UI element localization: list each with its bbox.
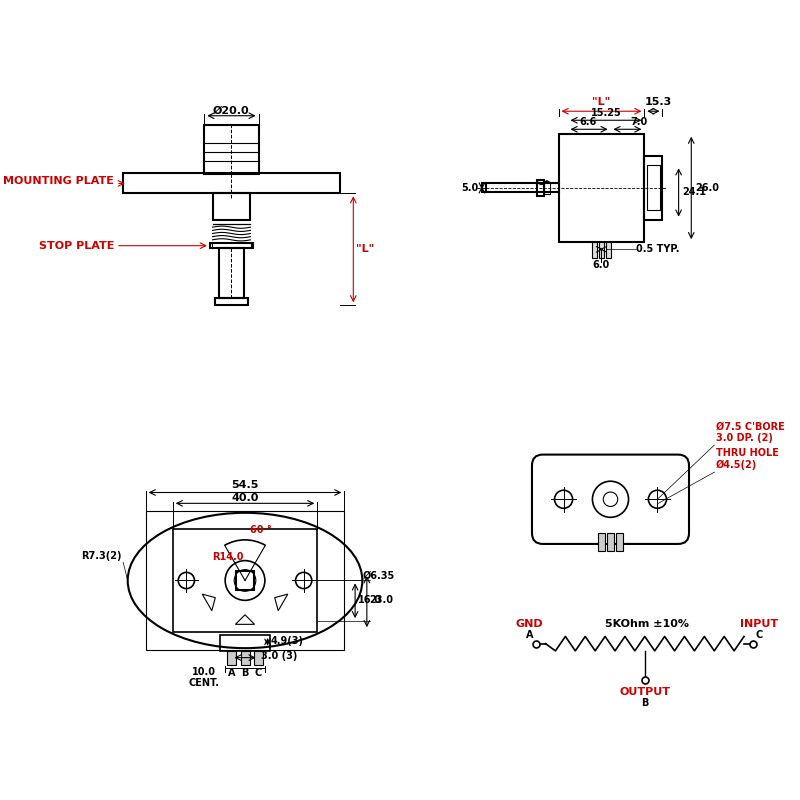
Bar — [558, 134, 644, 242]
Bar — [591, 242, 597, 258]
Bar — [146, 510, 344, 650]
Text: 6.6: 6.6 — [579, 117, 597, 126]
Bar — [213, 194, 250, 221]
Text: 16.0: 16.0 — [358, 595, 382, 606]
Bar — [210, 243, 253, 248]
Bar — [598, 242, 604, 258]
Text: 15.3: 15.3 — [644, 97, 671, 106]
Text: A: A — [228, 667, 235, 678]
Text: 60 °: 60 ° — [250, 526, 271, 535]
Text: Ø6.35: Ø6.35 — [362, 571, 394, 581]
Text: C: C — [756, 630, 763, 640]
Bar — [254, 651, 263, 665]
Text: 15.25: 15.25 — [590, 107, 622, 118]
Bar — [219, 248, 244, 298]
Text: MOUNTING PLATE: MOUNTING PLATE — [3, 176, 114, 186]
Text: THRU HOLE
Ø4.5(2): THRU HOLE Ø4.5(2) — [716, 449, 779, 470]
Bar — [215, 298, 248, 306]
Text: C: C — [255, 667, 262, 678]
Bar — [607, 533, 614, 551]
Text: OUTPUT: OUTPUT — [619, 687, 670, 697]
Text: "L": "L" — [356, 244, 374, 254]
Circle shape — [295, 572, 312, 589]
Bar — [647, 166, 660, 210]
Bar — [173, 529, 318, 632]
Text: 4.9(3): 4.9(3) — [270, 636, 303, 646]
Text: 5KOhm ±10%: 5KOhm ±10% — [605, 618, 689, 629]
Text: Ø7.5 C'BORE
3.0 DP. (2): Ø7.5 C'BORE 3.0 DP. (2) — [716, 422, 785, 443]
Bar — [598, 533, 605, 551]
Text: 5.0: 5.0 — [462, 183, 478, 193]
Text: R14.0: R14.0 — [212, 553, 243, 562]
Circle shape — [593, 482, 629, 518]
Text: 54.5: 54.5 — [231, 480, 258, 490]
Text: Ø20.0: Ø20.0 — [213, 106, 250, 116]
Bar — [616, 533, 623, 551]
Bar — [227, 651, 236, 665]
Bar — [123, 174, 340, 194]
Text: 10.0
CENT.: 10.0 CENT. — [189, 666, 220, 688]
Text: "L": "L" — [592, 97, 610, 106]
Bar — [537, 180, 544, 196]
Bar — [220, 635, 270, 651]
Text: 3.0 (3): 3.0 (3) — [262, 651, 298, 661]
Bar — [241, 651, 250, 665]
Bar — [606, 242, 611, 258]
Text: B: B — [242, 667, 249, 678]
Text: 26.0: 26.0 — [695, 183, 719, 193]
Circle shape — [178, 572, 194, 589]
Bar — [482, 183, 486, 193]
Bar — [236, 571, 254, 590]
Text: R7.3(2): R7.3(2) — [81, 550, 122, 561]
Text: STOP PLATE: STOP PLATE — [38, 241, 114, 250]
Text: 23.0: 23.0 — [370, 595, 394, 606]
Text: 40.0: 40.0 — [231, 493, 258, 503]
Circle shape — [554, 490, 573, 508]
Text: 24.1: 24.1 — [682, 187, 706, 198]
Text: B: B — [641, 698, 649, 708]
Text: 0.5 TYP.: 0.5 TYP. — [636, 244, 679, 254]
Text: A: A — [526, 630, 533, 640]
Bar — [544, 182, 550, 194]
Text: 7.0: 7.0 — [630, 117, 648, 126]
Bar — [205, 125, 258, 174]
Text: GND: GND — [515, 618, 543, 629]
Text: INPUT: INPUT — [740, 618, 778, 629]
Bar — [644, 156, 662, 219]
Text: 6.0: 6.0 — [593, 260, 610, 270]
Circle shape — [648, 490, 666, 508]
